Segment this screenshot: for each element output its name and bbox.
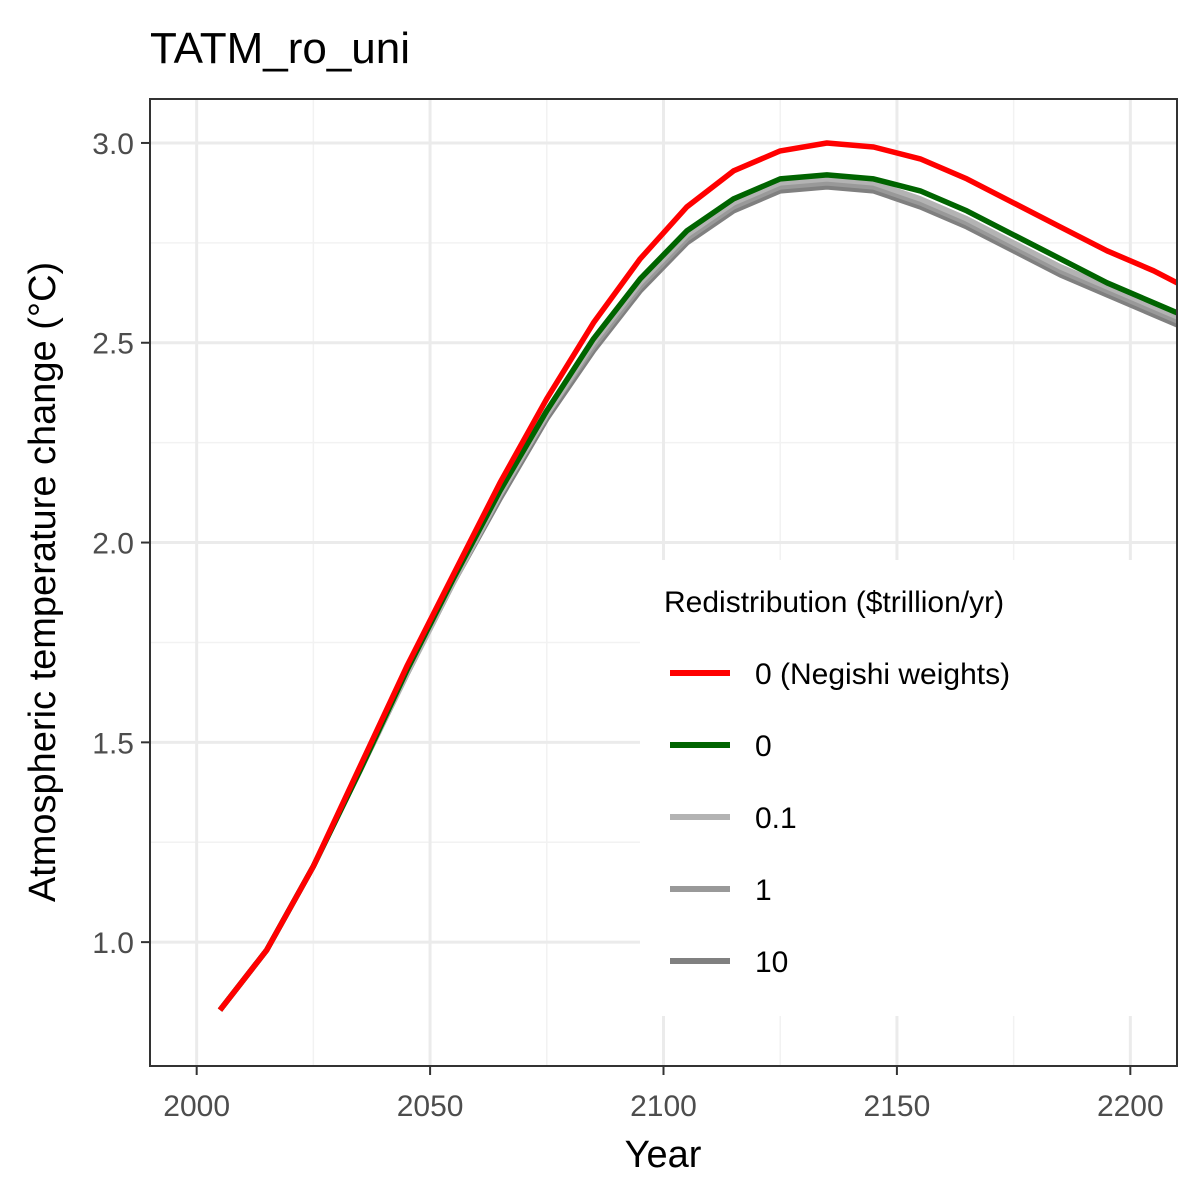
- y-tick-label: 2.5: [92, 328, 134, 361]
- legend-label: 1: [755, 874, 772, 907]
- y-tick-label: 3.0: [92, 128, 134, 161]
- x-tick-label: 2050: [397, 1090, 464, 1123]
- legend-label: 0.1: [755, 802, 797, 835]
- legend-item: 1: [670, 874, 772, 907]
- legend-label: 0 (Negishi weights): [755, 658, 1010, 691]
- legend-background: [640, 560, 1177, 1016]
- y-tick-label: 2.0: [92, 528, 134, 561]
- legend-item: 0: [670, 730, 772, 763]
- x-tick-label: 2100: [630, 1090, 697, 1123]
- x-axis-ticks: 2000 2050 2100 2150 2200: [163, 1066, 1164, 1123]
- y-tick-label: 1.5: [92, 727, 134, 760]
- legend-label: 10: [755, 946, 788, 979]
- y-axis-ticks: 1.0 1.5 2.0 2.5 3.0: [92, 128, 150, 960]
- legend-item: 0.1: [670, 802, 797, 835]
- chart-title: TATM_ro_uni: [150, 24, 410, 73]
- x-tick-label: 2000: [163, 1090, 230, 1123]
- x-tick-label: 2150: [864, 1090, 931, 1123]
- x-tick-label: 2200: [1097, 1090, 1164, 1123]
- y-tick-label: 1.0: [92, 927, 134, 960]
- plot-panel: Redistribution ($trillion/yr) 0 (Negishi…: [149, 98, 1178, 1067]
- legend-items: 0 (Negishi weights) 0 0.1 1 10: [670, 658, 1010, 979]
- y-axis-title: Atmospheric temperature change (°C): [22, 262, 64, 902]
- legend-item: 0 (Negishi weights): [670, 658, 1010, 691]
- legend: Redistribution ($trillion/yr) 0 (Negishi…: [640, 560, 1177, 1016]
- legend-item: 10: [670, 946, 788, 979]
- legend-title: Redistribution ($trillion/yr): [664, 586, 1004, 619]
- legend-label: 0: [755, 730, 772, 763]
- x-axis-title: Year: [625, 1134, 702, 1176]
- series-lines: [217, 140, 1177, 1012]
- series-line: [217, 140, 1177, 1012]
